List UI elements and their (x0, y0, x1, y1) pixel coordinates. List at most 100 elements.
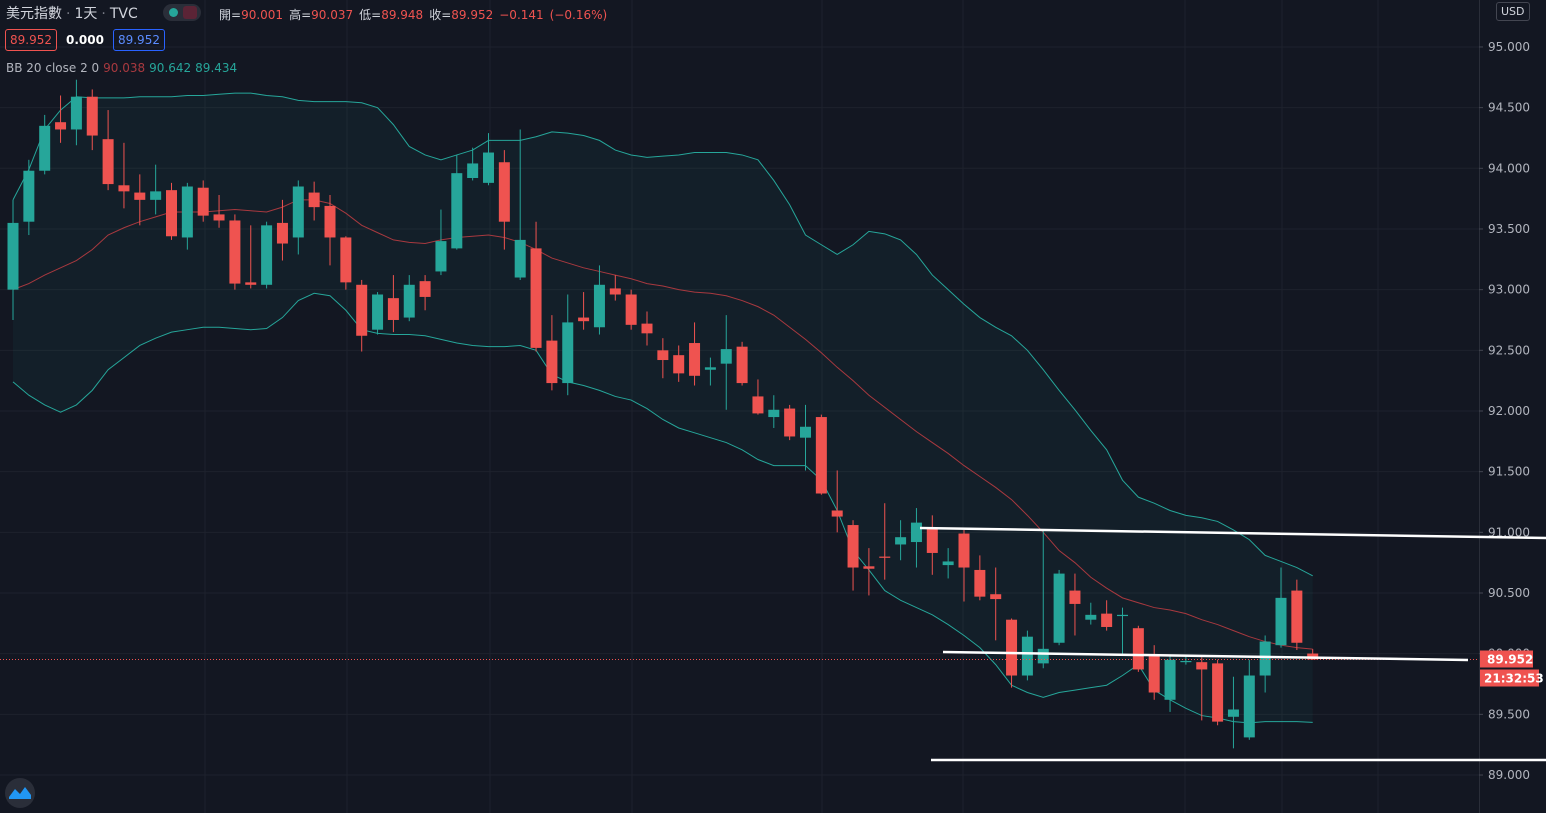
interval[interactable]: 1天 (74, 6, 98, 22)
buy-box[interactable]: 89.952 (112, 29, 165, 51)
high-value: 90.037 (311, 8, 354, 22)
candle-body (419, 281, 431, 297)
candle-body (530, 248, 542, 348)
candle-body (356, 284, 368, 336)
candle-body (498, 162, 510, 222)
candle-body (1021, 636, 1033, 676)
y-tick-label: 89.500 (1488, 707, 1530, 721)
candle-body (292, 186, 304, 238)
candle-body (1164, 659, 1176, 700)
candle-body (1006, 619, 1018, 676)
logo[interactable] (5, 778, 35, 808)
candle-body (1117, 614, 1128, 617)
candle-body (229, 220, 241, 284)
candle-body (593, 284, 605, 328)
candle-body (213, 214, 225, 221)
symbol-title[interactable]: 美元指數 (6, 6, 62, 22)
candle-body (800, 426, 811, 438)
y-tick-label: 92.500 (1488, 343, 1530, 357)
change-pct: (−0.16%) (549, 8, 608, 22)
candle-body (261, 225, 273, 285)
y-tick-label: 93.000 (1488, 283, 1530, 297)
candle-body (926, 527, 938, 553)
candle-body (324, 205, 336, 238)
candle-body (863, 566, 875, 569)
candle-body (625, 294, 637, 325)
candle-body (1085, 614, 1097, 620)
candle-body (55, 122, 67, 130)
logo-icon (9, 787, 31, 799)
candle-body (1291, 590, 1303, 643)
plot-layer: 89.00089.50090.00090.50091.00091.50092.0… (0, 40, 1544, 782)
open-value: 90.001 (241, 8, 284, 22)
candle-body (245, 282, 257, 285)
sell-box[interactable]: 89.952 (5, 29, 57, 51)
candle-body (1180, 660, 1192, 663)
toggle-dot (169, 8, 178, 17)
candle-body (1053, 573, 1065, 643)
candle-body (403, 284, 415, 318)
candle-body (704, 367, 716, 370)
candle-body (7, 222, 19, 290)
candle-body (1037, 648, 1049, 664)
low-value: 89.948 (381, 8, 424, 22)
candle-body (974, 569, 986, 597)
candle-body (1259, 641, 1271, 676)
trend-line[interactable] (942, 650, 1469, 662)
open-label: 開= (219, 8, 242, 22)
candle-body (387, 298, 399, 320)
candle-body (673, 355, 685, 374)
high-label: 高= (289, 8, 312, 22)
candle-body (562, 322, 574, 384)
candle-body (1069, 590, 1081, 604)
source: TVC (109, 6, 138, 22)
toggle-box (183, 6, 197, 19)
bb-lower: 89.434 (195, 61, 238, 75)
close-value: 89.952 (451, 8, 494, 22)
candle-body (578, 317, 590, 322)
candle-body (1275, 597, 1287, 646)
countdown: 21:32:53 (1484, 672, 1544, 686)
currency[interactable]: USD (1496, 2, 1530, 21)
y-tick-label: 94.500 (1488, 101, 1530, 115)
candle-body (197, 187, 209, 216)
candle-body (1101, 613, 1113, 627)
y-tick-label: 95.000 (1488, 40, 1530, 54)
candle-body (451, 173, 463, 249)
y-tick-label: 89.000 (1488, 768, 1530, 782)
candle-body (483, 152, 494, 183)
change: −0.141 (499, 8, 544, 22)
candle-body (1148, 656, 1160, 693)
indicator-label[interactable]: BB 20 close 2 0 (6, 61, 100, 75)
candle-body (657, 350, 669, 361)
candle-body (1243, 675, 1255, 738)
candle-body (308, 192, 320, 208)
candle-body (166, 190, 177, 237)
candle-body (134, 192, 146, 200)
band-lower (12, 292, 1313, 724)
candle-body (23, 170, 35, 222)
candle-body (39, 125, 51, 171)
candle-body (609, 288, 621, 295)
close-label: 收= (429, 8, 452, 22)
candle-body (118, 185, 130, 192)
band-upper (12, 92, 1313, 577)
toggle[interactable] (163, 4, 201, 21)
trend-line[interactable] (919, 526, 1546, 540)
candle-body (1132, 628, 1144, 670)
ohlc-legend: 開=90.001 高=90.037 低=89.948 收=89.952 −0.141 (−… (219, 6, 613, 23)
candle-body (990, 594, 1002, 600)
candle-body (720, 349, 732, 364)
countdown-bg (1480, 669, 1539, 687)
candle-body (150, 191, 162, 200)
drawings (919, 526, 1546, 762)
bb-middle: 90.038 (103, 61, 146, 75)
candle-body (847, 525, 859, 568)
candle-body (736, 346, 748, 384)
sep: · (66, 6, 71, 22)
price-boxes: 89.952 0.000 89.952 (5, 29, 165, 51)
spread: 0.000 (66, 33, 104, 47)
candle-body (1196, 662, 1208, 670)
bb-upper: 90.642 (149, 61, 192, 75)
